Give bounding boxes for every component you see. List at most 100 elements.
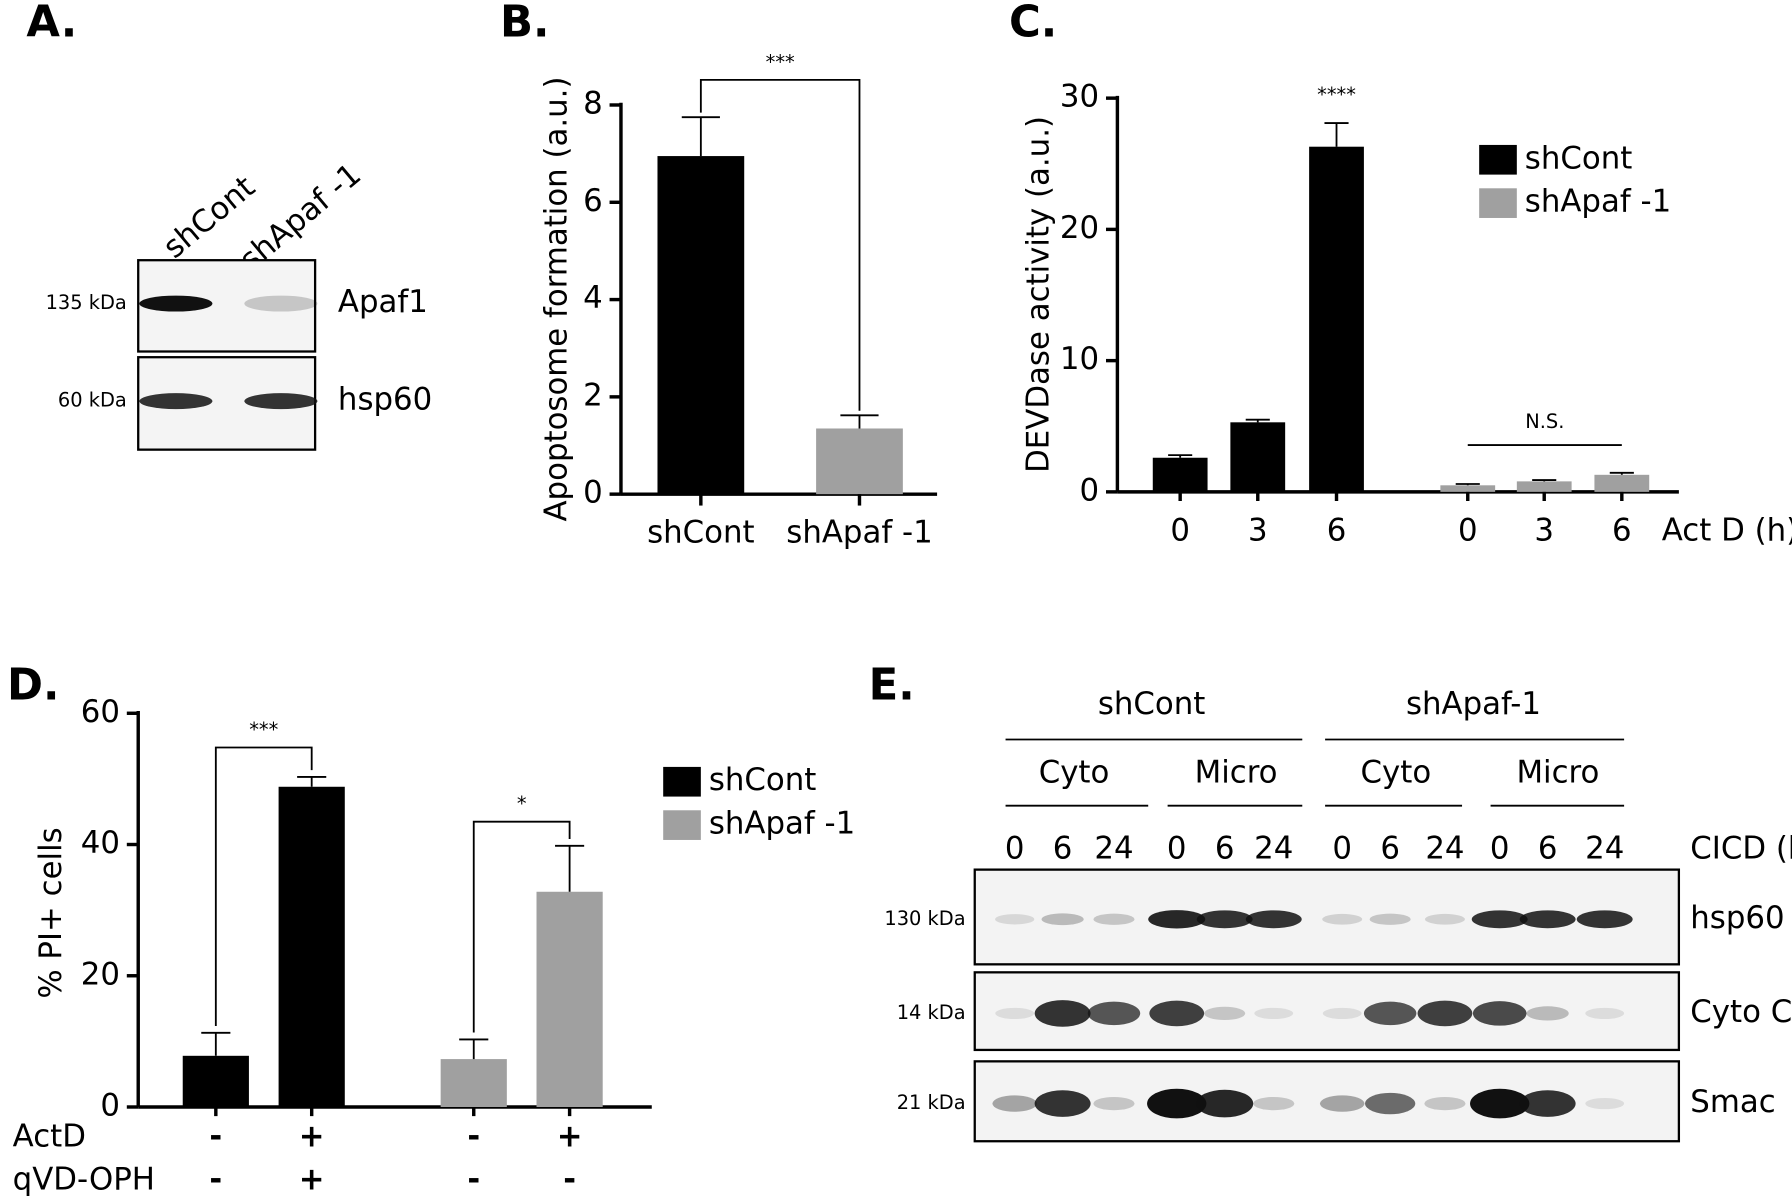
panel-letter: C.: [1009, 0, 1057, 48]
significance-label: ****: [1317, 83, 1356, 106]
bar: [1594, 474, 1650, 492]
y-tick-label: 40: [81, 825, 120, 861]
legend-label: shCont: [709, 762, 817, 798]
error-bar: [555, 844, 585, 892]
blot-band: [1093, 1096, 1135, 1111]
blot-band: [1196, 1089, 1254, 1118]
x-tick-label: shApaf -1: [786, 515, 932, 551]
condition-value: +: [299, 1162, 325, 1198]
y-tick-label: 8: [583, 85, 603, 121]
condition-value: -: [467, 1162, 480, 1198]
condition-name: qVD-OPH: [13, 1162, 155, 1198]
time-label: 24: [1425, 831, 1464, 867]
blot-band: [1087, 1001, 1141, 1026]
blot-band: [995, 1007, 1035, 1020]
blot-band: [1254, 1007, 1294, 1020]
blot-band: [1365, 1092, 1416, 1115]
y-tick-label: 20: [1060, 210, 1099, 246]
time-label: 6: [1380, 831, 1400, 867]
blot-band: [1470, 1088, 1530, 1119]
condition-name: ActD: [13, 1118, 86, 1154]
significance-label: ***: [766, 50, 795, 73]
bar: [1152, 457, 1208, 492]
blot-band: [1424, 913, 1465, 925]
error-bar: [1324, 122, 1349, 147]
error-bar: [1168, 454, 1193, 458]
blot-band: [1576, 910, 1633, 929]
bar: [182, 1055, 249, 1107]
significance-label: N.S.: [1525, 410, 1564, 433]
fraction-label: Micro: [1516, 754, 1599, 790]
blot-band: [1526, 1006, 1569, 1021]
bar: [440, 1059, 507, 1107]
blot-band: [1147, 1088, 1207, 1119]
legend-swatch: [1479, 188, 1517, 218]
x-tick-label: 6: [1612, 512, 1632, 548]
panel-letter: A.: [26, 0, 77, 48]
blot-band: [1519, 1090, 1576, 1117]
mw-marker: 60 kDa: [58, 389, 127, 412]
blot-band: [1322, 1007, 1362, 1020]
error-bar: [1455, 483, 1480, 486]
condition-value: +: [299, 1118, 325, 1154]
group-label: shApaf-1: [1406, 686, 1541, 722]
blot-band: [992, 1095, 1037, 1112]
condition-value: -: [467, 1118, 480, 1154]
time-label: 6: [1053, 831, 1073, 867]
error-bar: [459, 1038, 489, 1060]
bar: [816, 428, 903, 495]
fraction-label: Cyto: [1039, 754, 1110, 790]
blot-band: [1322, 913, 1363, 925]
error-bar: [201, 1031, 231, 1056]
time-label: 24: [1254, 831, 1293, 867]
blot-label: hsp60: [338, 382, 432, 418]
blot-label: Smac: [1690, 1084, 1775, 1120]
x-tick-label: 6: [1327, 512, 1347, 548]
error-bar: [840, 414, 879, 429]
error-bar: [681, 116, 720, 157]
blot-band: [244, 393, 318, 410]
y-tick-label: 10: [1060, 341, 1099, 377]
significance-bracket: [699, 78, 861, 411]
significance-label: ***: [249, 718, 278, 741]
error-bar: [1245, 418, 1270, 423]
blot-label: Cyto C: [1690, 994, 1792, 1030]
mw-marker: 21 kDa: [897, 1091, 966, 1114]
time-label: 0: [1005, 831, 1025, 867]
blot-label: hsp60: [1690, 900, 1784, 936]
x-tick-label: 0: [1170, 512, 1190, 548]
blot-band: [1034, 1000, 1091, 1027]
y-axis-label: Apoptosome formation (a.u.): [539, 76, 575, 521]
significance-label: *: [517, 792, 527, 815]
mw-marker: 135 kDa: [46, 291, 127, 314]
blot-band: [1369, 913, 1411, 925]
y-tick-label: 0: [1080, 472, 1100, 508]
condition-value: -: [209, 1162, 222, 1198]
panel-letter: D.: [7, 661, 59, 711]
fraction-label: Micro: [1195, 754, 1278, 790]
time-label: 24: [1585, 831, 1624, 867]
blot-band: [1363, 1001, 1417, 1026]
error-bar: [1532, 479, 1557, 482]
x-axis-label: Act D (h): [1662, 512, 1792, 548]
blot-band: [1585, 1007, 1625, 1020]
y-tick-label: 6: [583, 183, 603, 219]
legend-swatch: [663, 810, 701, 840]
time-label: 0: [1490, 831, 1510, 867]
blot-band: [1417, 1000, 1473, 1027]
blot-band: [1245, 910, 1302, 929]
y-tick-label: 0: [100, 1087, 120, 1123]
blot-band: [1034, 1090, 1091, 1117]
y-tick-label: 60: [81, 694, 120, 730]
blot-label: Apaf1: [338, 284, 428, 320]
blot-band: [1041, 913, 1084, 926]
y-tick-label: 0: [583, 475, 603, 511]
blot-band: [1093, 913, 1135, 925]
blot-band: [1253, 1096, 1295, 1111]
bar: [278, 786, 345, 1107]
blot-band: [1472, 1001, 1527, 1026]
mw-marker: 14 kDa: [897, 1001, 966, 1024]
condition-value: +: [557, 1118, 583, 1154]
error-bar: [297, 776, 327, 787]
